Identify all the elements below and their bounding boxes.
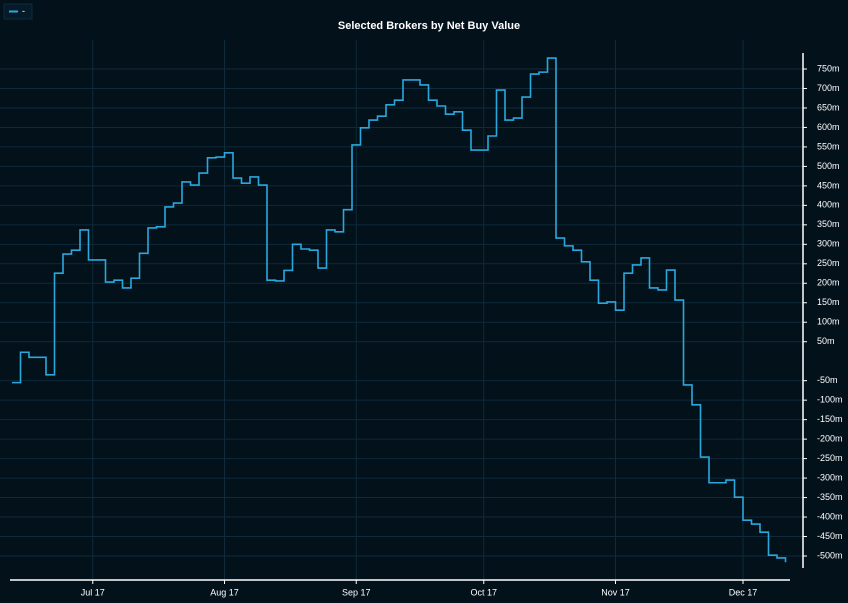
y-tick-label: 600m bbox=[817, 122, 840, 132]
y-tick-label: 100m bbox=[817, 317, 840, 327]
legend-label: - bbox=[22, 6, 25, 16]
y-tick-label: 650m bbox=[817, 102, 840, 112]
y-tick-label: -50m bbox=[817, 375, 838, 385]
chart-title: Selected Brokers by Net Buy Value bbox=[338, 20, 520, 32]
x-tick-label: Oct 17 bbox=[470, 587, 497, 597]
y-tick-label: 200m bbox=[817, 278, 840, 288]
y-tick-label: 450m bbox=[817, 180, 840, 190]
y-tick-label: -500m bbox=[817, 550, 843, 560]
y-tick-label: 300m bbox=[817, 239, 840, 249]
y-tick-label: 700m bbox=[817, 83, 840, 93]
y-tick-label: -200m bbox=[817, 433, 843, 443]
x-tick-label: Sep 17 bbox=[342, 587, 371, 597]
y-tick-label: 50m bbox=[817, 336, 835, 346]
y-tick-label: -400m bbox=[817, 511, 843, 521]
y-tick-label: 550m bbox=[817, 141, 840, 151]
y-tick-label: 500m bbox=[817, 161, 840, 171]
x-tick-label: Aug 17 bbox=[210, 587, 239, 597]
y-tick-label: -250m bbox=[817, 453, 843, 463]
x-tick-label: Nov 17 bbox=[601, 587, 630, 597]
y-tick-label: -350m bbox=[817, 492, 843, 502]
x-tick-label: Jul 17 bbox=[81, 587, 105, 597]
y-tick-label: -300m bbox=[817, 472, 843, 482]
y-tick-label: 750m bbox=[817, 63, 840, 73]
y-tick-label: -150m bbox=[817, 414, 843, 424]
y-tick-label: -100m bbox=[817, 395, 843, 405]
series-line bbox=[12, 57, 787, 563]
x-tick-label: Dec 17 bbox=[729, 587, 758, 597]
y-tick-label: 350m bbox=[817, 219, 840, 229]
y-tick-label: 250m bbox=[817, 258, 840, 268]
y-tick-label: -450m bbox=[817, 531, 843, 541]
y-tick-label: 150m bbox=[817, 297, 840, 307]
y-tick-label: 400m bbox=[817, 200, 840, 210]
